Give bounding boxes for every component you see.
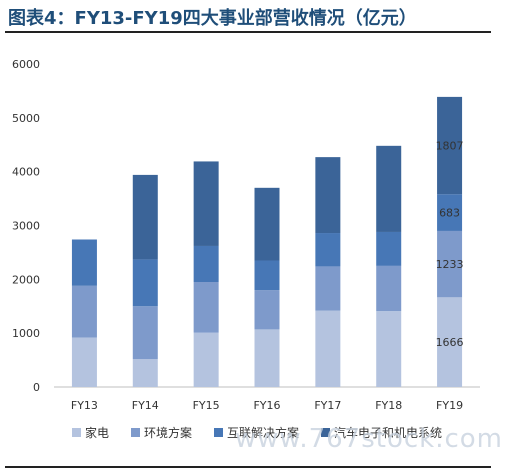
bar-segment bbox=[132, 306, 158, 360]
bar-segment bbox=[376, 265, 402, 312]
legend-item: 环境方案 bbox=[131, 424, 192, 441]
y-tick-label: 6000 bbox=[12, 58, 40, 71]
bar-segment bbox=[376, 231, 402, 266]
x-tick-label: FY13 bbox=[71, 399, 98, 412]
bar-segment bbox=[315, 157, 341, 234]
legend-swatch bbox=[131, 428, 141, 437]
x-tick-label: FY15 bbox=[193, 399, 220, 412]
chart-title: 图表4：FY13-FY19四大事业部营收情况（亿元） bbox=[8, 8, 417, 29]
bar-segment bbox=[315, 233, 341, 267]
x-tick-label: FY17 bbox=[314, 399, 341, 412]
bar-segment bbox=[193, 282, 219, 333]
bar-segment bbox=[71, 239, 97, 286]
x-tick-label: FY19 bbox=[436, 399, 463, 412]
bar-segment bbox=[437, 297, 463, 387]
bar-segment bbox=[132, 359, 158, 387]
bar-segment bbox=[254, 260, 280, 291]
bar-segment bbox=[193, 161, 219, 246]
data-label: 1233 bbox=[436, 258, 464, 271]
bar-segment bbox=[437, 194, 463, 231]
legend-swatch bbox=[72, 428, 81, 437]
bar-segment bbox=[376, 311, 402, 387]
legend-item: 互联解决方案 bbox=[214, 424, 299, 441]
legend-label: 环境方案 bbox=[144, 426, 193, 440]
x-tick-label: FY18 bbox=[375, 399, 402, 412]
data-label: 1666 bbox=[436, 336, 464, 349]
bar-segment bbox=[132, 174, 158, 260]
bar-segment bbox=[254, 187, 280, 261]
bar-segment bbox=[254, 329, 280, 387]
bar-segment bbox=[437, 230, 463, 298]
legend-swatch bbox=[321, 428, 331, 437]
bar-segment bbox=[193, 245, 219, 283]
top-rule bbox=[5, 31, 491, 33]
bar-segment bbox=[193, 332, 219, 387]
y-tick-label: 4000 bbox=[12, 166, 40, 179]
y-tick-label: 1000 bbox=[12, 327, 40, 340]
bar-segment bbox=[254, 290, 280, 330]
bar-segment bbox=[71, 337, 97, 387]
legend-label: 互联解决方案 bbox=[227, 426, 300, 440]
bar-segment bbox=[315, 310, 341, 387]
y-tick-label: 5000 bbox=[12, 112, 40, 125]
bar-segment bbox=[376, 145, 402, 232]
bar-segment bbox=[71, 285, 97, 338]
bar-segment bbox=[315, 266, 341, 311]
bar-segment bbox=[132, 259, 158, 307]
legend-item: 汽车电子和机电系统 bbox=[321, 424, 442, 441]
x-tick-label: FY14 bbox=[132, 399, 159, 412]
bottom-rule bbox=[5, 466, 491, 468]
y-tick-label: 2000 bbox=[12, 273, 40, 286]
watermark: www.767stock.com bbox=[234, 424, 503, 454]
data-label: 1807 bbox=[436, 140, 464, 153]
bar-segment bbox=[437, 96, 463, 195]
y-tick-label: 0 bbox=[33, 381, 40, 394]
chart-legend: 家电 环境方案 互联解决方案 汽车电子和机电系统 bbox=[72, 424, 442, 441]
x-tick-label: FY16 bbox=[253, 399, 280, 412]
legend-label: 汽车电子和机电系统 bbox=[334, 426, 443, 440]
legend-swatch bbox=[214, 428, 224, 437]
legend-item: 家电 bbox=[72, 424, 109, 441]
legend-label: 家电 bbox=[85, 426, 110, 440]
y-tick-label: 3000 bbox=[12, 220, 40, 233]
data-label: 683 bbox=[439, 207, 460, 220]
